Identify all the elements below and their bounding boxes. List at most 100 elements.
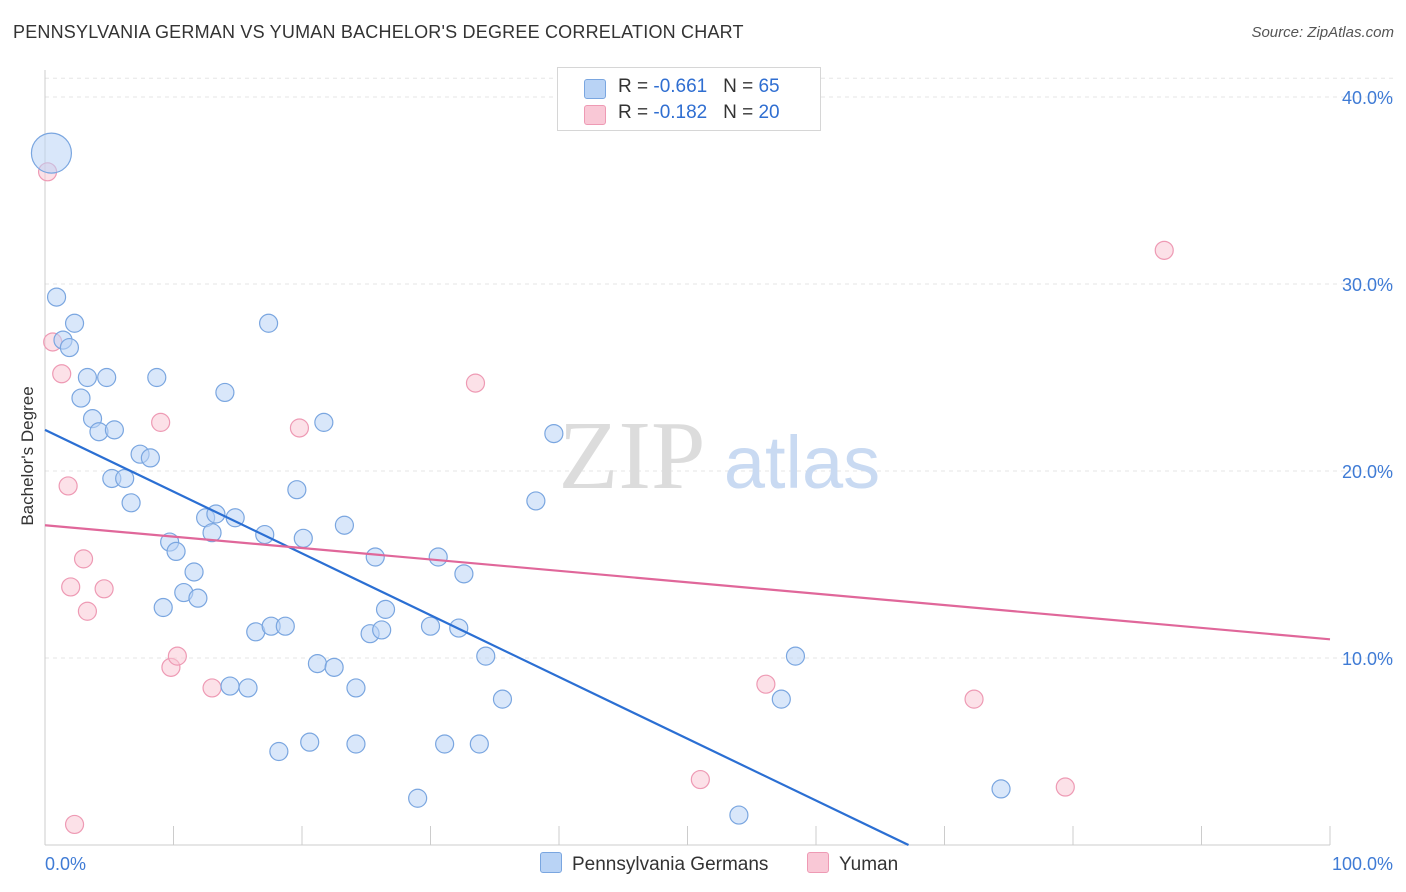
pink-swatch [584, 105, 606, 125]
pennsylvania-germans-point [293, 528, 313, 548]
y-tick-label: 20.0% [1342, 462, 1393, 482]
pennsylvania-germans-point [77, 367, 98, 388]
pennsylvania-germans-point [97, 367, 117, 388]
pennsylvania-germans-point [408, 788, 428, 808]
source-label: Source: ZipAtlas.com [1251, 24, 1394, 41]
pennsylvania-germans-point [184, 562, 204, 582]
chart-title: PENNSYLVANIA GERMAN VS YUMAN BACHELOR'S … [13, 22, 744, 42]
pennsylvania-germans-point [238, 678, 258, 698]
yuman-trend-line [44, 524, 1331, 641]
n-label: N = [723, 76, 759, 97]
trend-lines [44, 428, 1331, 846]
pennsylvania-germans-point [153, 597, 173, 618]
pennsylvania-germans-point [140, 448, 160, 468]
pennsylvania-germans-point [314, 412, 334, 432]
pennsylvania-germans-point [287, 480, 307, 500]
n-value: 65 [758, 76, 780, 97]
yuman-point [690, 769, 710, 790]
watermark-zip: ZIP [559, 402, 706, 510]
yuman-point [58, 476, 78, 496]
pennsylvania-germans-point [220, 676, 240, 696]
pennsylvania-germans-point [420, 616, 441, 636]
yuman-point [64, 814, 85, 835]
pennsylvania-germans-point [258, 313, 279, 333]
legend-row-text: R = -0.661 N = 65 [618, 76, 780, 98]
blue-swatch [540, 852, 562, 873]
pennsylvania-germans-point [202, 523, 222, 543]
pennsylvania-germans-point [346, 678, 366, 698]
pennsylvania-germans-point [729, 805, 749, 825]
pennsylvania-germans-point [428, 547, 448, 567]
pennsylvania-germans-point [372, 620, 392, 640]
pennsylvania-germans-point [334, 515, 355, 535]
pennsylvania-germans-point [121, 493, 141, 513]
watermark: ZIP atlas [559, 402, 881, 510]
pennsylvania-germans-point [215, 382, 235, 403]
tick-labels: 10.0% 20.0% 30.0% 40.0% 0.0% 100.0% [45, 88, 1393, 874]
pennsylvania-germans-point [300, 732, 320, 752]
yuman-point [964, 689, 984, 709]
n-label: N = [723, 102, 759, 123]
r-value: -0.661 [653, 76, 708, 97]
pennsylvania-germans-point [492, 689, 513, 709]
yuman-point [77, 601, 98, 621]
r-label: R = [618, 102, 654, 123]
pennsylvania-germans-point [469, 734, 489, 754]
pennsylvania-germans-point [454, 564, 474, 584]
pennsylvania-germans-point [307, 654, 328, 674]
y-tick-label: 30.0% [1342, 275, 1393, 295]
legend-label: Pennsylvania Germans [572, 854, 769, 875]
pennsylvania-germans-point [147, 367, 167, 388]
pennsylvania-germans-points [30, 132, 1011, 825]
blue-swatch [584, 79, 606, 99]
x-tick-label: 100.0% [1332, 854, 1393, 874]
yuman-point [756, 674, 776, 694]
x-tick-label: 0.0% [45, 854, 86, 874]
yuman-point [289, 418, 310, 438]
yuman-point [61, 577, 81, 597]
legend-row-text: R = -0.182 N = 20 [618, 102, 780, 124]
pennsylvania-germans-point [115, 468, 135, 489]
axes [44, 70, 1331, 846]
pennsylvania-germans-point [188, 588, 208, 608]
yuman-point [151, 412, 171, 432]
pennsylvania-germans-point [71, 388, 91, 408]
pennsylvania-germans-trend-line [44, 428, 909, 846]
yuman-points [37, 162, 1174, 835]
yuman-point [1055, 777, 1075, 797]
grid-lines [45, 77, 1395, 659]
yuman-point [94, 579, 114, 599]
correlation-legend: R = -0.661 N = 65 R = -0.182 N = 20 [557, 67, 821, 131]
pennsylvania-germans-point [30, 132, 73, 174]
pennsylvania-germans-point [59, 337, 80, 358]
pennsylvania-germans-point [435, 734, 455, 754]
pennsylvania-germans-point [346, 734, 366, 754]
pennsylvania-germans-point [269, 741, 289, 762]
y-tick-label: 10.0% [1342, 649, 1393, 669]
pennsylvania-germans-point [104, 420, 124, 440]
yuman-point [202, 678, 222, 698]
pennsylvania-germans-point [64, 313, 85, 333]
watermark-atlas: atlas [724, 421, 880, 504]
y-tick-label: 40.0% [1342, 88, 1393, 108]
pennsylvania-germans-point [46, 287, 67, 307]
pennsylvania-germans-point [166, 541, 186, 562]
yuman-point [167, 646, 187, 666]
pennsylvania-germans-point [544, 424, 564, 444]
pennsylvania-germans-point [785, 646, 806, 666]
pennsylvania-germans-point [771, 689, 791, 709]
n-value: 20 [758, 102, 780, 123]
legend-label: Yuman [839, 854, 899, 875]
pennsylvania-germans-point [275, 616, 295, 636]
yuman-point [52, 364, 72, 384]
yuman-point [73, 549, 94, 569]
pennsylvania-germans-point [476, 646, 496, 666]
r-value: -0.182 [653, 102, 708, 123]
pennsylvania-germans-point [991, 779, 1011, 799]
pennsylvania-germans-point [526, 491, 546, 511]
r-label: R = [618, 76, 654, 97]
yuman-point [465, 373, 486, 393]
legend-item-yuman: Yuman [807, 852, 898, 876]
legend-item-pennsylvania-germans: Pennsylvania Germans [540, 852, 768, 876]
